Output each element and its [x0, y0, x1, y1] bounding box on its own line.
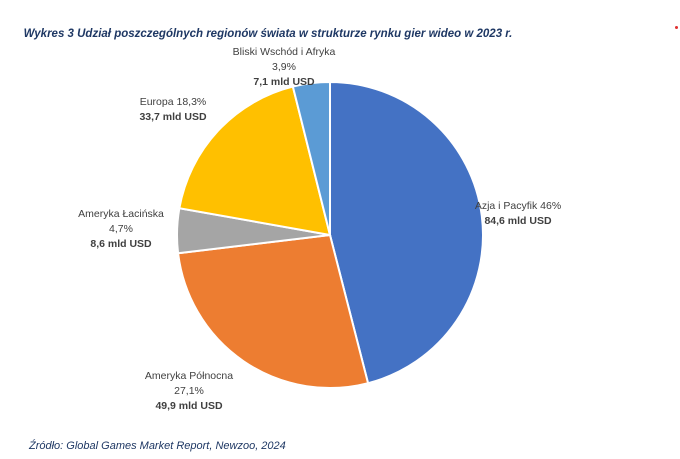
label-ameryka-polnocna: Ameryka Północna 27,1% 49,9 mld USD — [144, 370, 234, 412]
source-note: Źródło: Global Games Market Report, Newz… — [29, 440, 286, 452]
pie-slice-4 — [291, 80, 331, 236]
label-azja: Azja i Pacyfik 46% 84,6 mld USD — [474, 200, 562, 227]
pie-slice-1 — [176, 233, 370, 389]
label-europa: Europa 18,3% 33,7 mld USD — [139, 96, 207, 123]
chart-title: Wykres 3 Udział poszczególnych regionów … — [23, 28, 513, 40]
pie-slice-0 — [329, 80, 484, 385]
label-bliski-wschod: Bliski Wschód i Afryka 3,9% 7,1 mld USD — [232, 46, 336, 88]
red-dot-marker — [675, 26, 678, 29]
label-ameryka-lacinska: Ameryka Łacińska 4,7% 8,6 mld USD — [78, 208, 164, 250]
pie-slice-3 — [178, 85, 332, 237]
